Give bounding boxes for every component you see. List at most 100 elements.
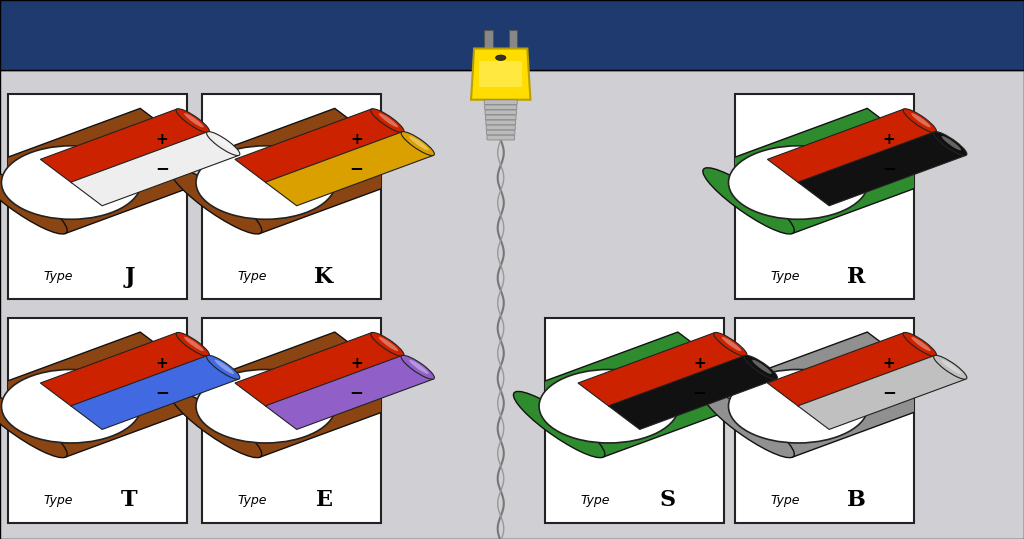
- Text: Type: Type: [770, 270, 800, 283]
- Circle shape: [196, 146, 336, 219]
- Text: +: +: [350, 356, 362, 371]
- FancyBboxPatch shape: [485, 115, 516, 120]
- Ellipse shape: [184, 113, 204, 127]
- Ellipse shape: [903, 109, 937, 133]
- Ellipse shape: [911, 337, 931, 351]
- Text: −: −: [692, 383, 707, 400]
- Text: S: S: [659, 489, 675, 512]
- Text: B: B: [847, 489, 866, 512]
- Polygon shape: [798, 356, 966, 430]
- Text: Type: Type: [43, 270, 73, 283]
- Ellipse shape: [379, 337, 398, 351]
- FancyBboxPatch shape: [487, 135, 514, 140]
- Circle shape: [1, 146, 141, 219]
- FancyBboxPatch shape: [735, 94, 914, 299]
- Polygon shape: [578, 333, 746, 406]
- Text: +: +: [693, 356, 706, 371]
- Ellipse shape: [184, 337, 204, 351]
- Ellipse shape: [942, 360, 962, 374]
- FancyBboxPatch shape: [484, 105, 517, 109]
- Ellipse shape: [0, 391, 68, 458]
- Ellipse shape: [215, 360, 234, 374]
- Text: K: K: [314, 266, 334, 288]
- FancyBboxPatch shape: [509, 30, 517, 51]
- FancyBboxPatch shape: [479, 61, 522, 87]
- Polygon shape: [706, 108, 954, 233]
- Polygon shape: [71, 132, 239, 206]
- Ellipse shape: [702, 168, 795, 234]
- Ellipse shape: [0, 168, 68, 234]
- FancyBboxPatch shape: [485, 110, 516, 115]
- Ellipse shape: [176, 109, 210, 133]
- Text: −: −: [882, 159, 896, 177]
- Ellipse shape: [942, 136, 962, 150]
- Ellipse shape: [207, 132, 240, 156]
- Text: J: J: [124, 266, 135, 288]
- Polygon shape: [0, 108, 227, 233]
- FancyBboxPatch shape: [0, 70, 1024, 539]
- Text: +: +: [156, 132, 168, 147]
- Ellipse shape: [744, 355, 777, 379]
- Ellipse shape: [371, 333, 404, 356]
- Text: −: −: [155, 159, 169, 177]
- Circle shape: [496, 55, 506, 60]
- FancyBboxPatch shape: [545, 318, 725, 523]
- Ellipse shape: [513, 391, 605, 458]
- Polygon shape: [40, 109, 209, 183]
- FancyBboxPatch shape: [486, 125, 515, 130]
- FancyBboxPatch shape: [484, 100, 517, 105]
- FancyBboxPatch shape: [735, 318, 914, 523]
- Polygon shape: [265, 132, 433, 206]
- FancyBboxPatch shape: [8, 318, 186, 523]
- Text: E: E: [315, 489, 333, 512]
- FancyBboxPatch shape: [202, 318, 381, 523]
- Polygon shape: [516, 332, 765, 457]
- Ellipse shape: [410, 136, 429, 150]
- Text: +: +: [883, 132, 895, 147]
- Ellipse shape: [722, 337, 741, 351]
- Circle shape: [728, 369, 868, 443]
- Ellipse shape: [934, 355, 967, 379]
- Ellipse shape: [379, 113, 398, 127]
- Text: Type: Type: [238, 270, 267, 283]
- FancyBboxPatch shape: [8, 94, 186, 299]
- Ellipse shape: [176, 333, 210, 356]
- Polygon shape: [798, 132, 966, 206]
- Text: −: −: [155, 383, 169, 400]
- Text: Type: Type: [43, 494, 73, 507]
- Polygon shape: [706, 332, 954, 457]
- Polygon shape: [767, 109, 936, 183]
- Ellipse shape: [753, 360, 772, 374]
- FancyBboxPatch shape: [484, 30, 493, 51]
- Ellipse shape: [401, 132, 434, 156]
- Polygon shape: [0, 332, 227, 457]
- Text: Type: Type: [238, 494, 267, 507]
- Polygon shape: [265, 356, 433, 430]
- Polygon shape: [173, 332, 422, 457]
- Text: Type: Type: [770, 494, 800, 507]
- Ellipse shape: [702, 391, 795, 458]
- Text: R: R: [848, 266, 865, 288]
- Ellipse shape: [401, 355, 434, 379]
- Ellipse shape: [207, 355, 240, 379]
- Text: −: −: [349, 159, 364, 177]
- Ellipse shape: [371, 109, 404, 133]
- Polygon shape: [608, 356, 776, 430]
- Circle shape: [1, 369, 141, 443]
- Ellipse shape: [903, 333, 937, 356]
- Text: −: −: [882, 383, 896, 400]
- Ellipse shape: [911, 113, 931, 127]
- Text: +: +: [883, 356, 895, 371]
- Ellipse shape: [170, 391, 262, 458]
- Ellipse shape: [714, 333, 748, 356]
- FancyBboxPatch shape: [486, 130, 515, 135]
- Text: +: +: [350, 132, 362, 147]
- FancyBboxPatch shape: [202, 94, 381, 299]
- Polygon shape: [234, 333, 403, 406]
- Polygon shape: [71, 356, 239, 430]
- Text: Type: Type: [581, 494, 610, 507]
- FancyBboxPatch shape: [485, 120, 516, 125]
- Polygon shape: [767, 333, 936, 406]
- Text: +: +: [156, 356, 168, 371]
- Text: T: T: [121, 489, 138, 512]
